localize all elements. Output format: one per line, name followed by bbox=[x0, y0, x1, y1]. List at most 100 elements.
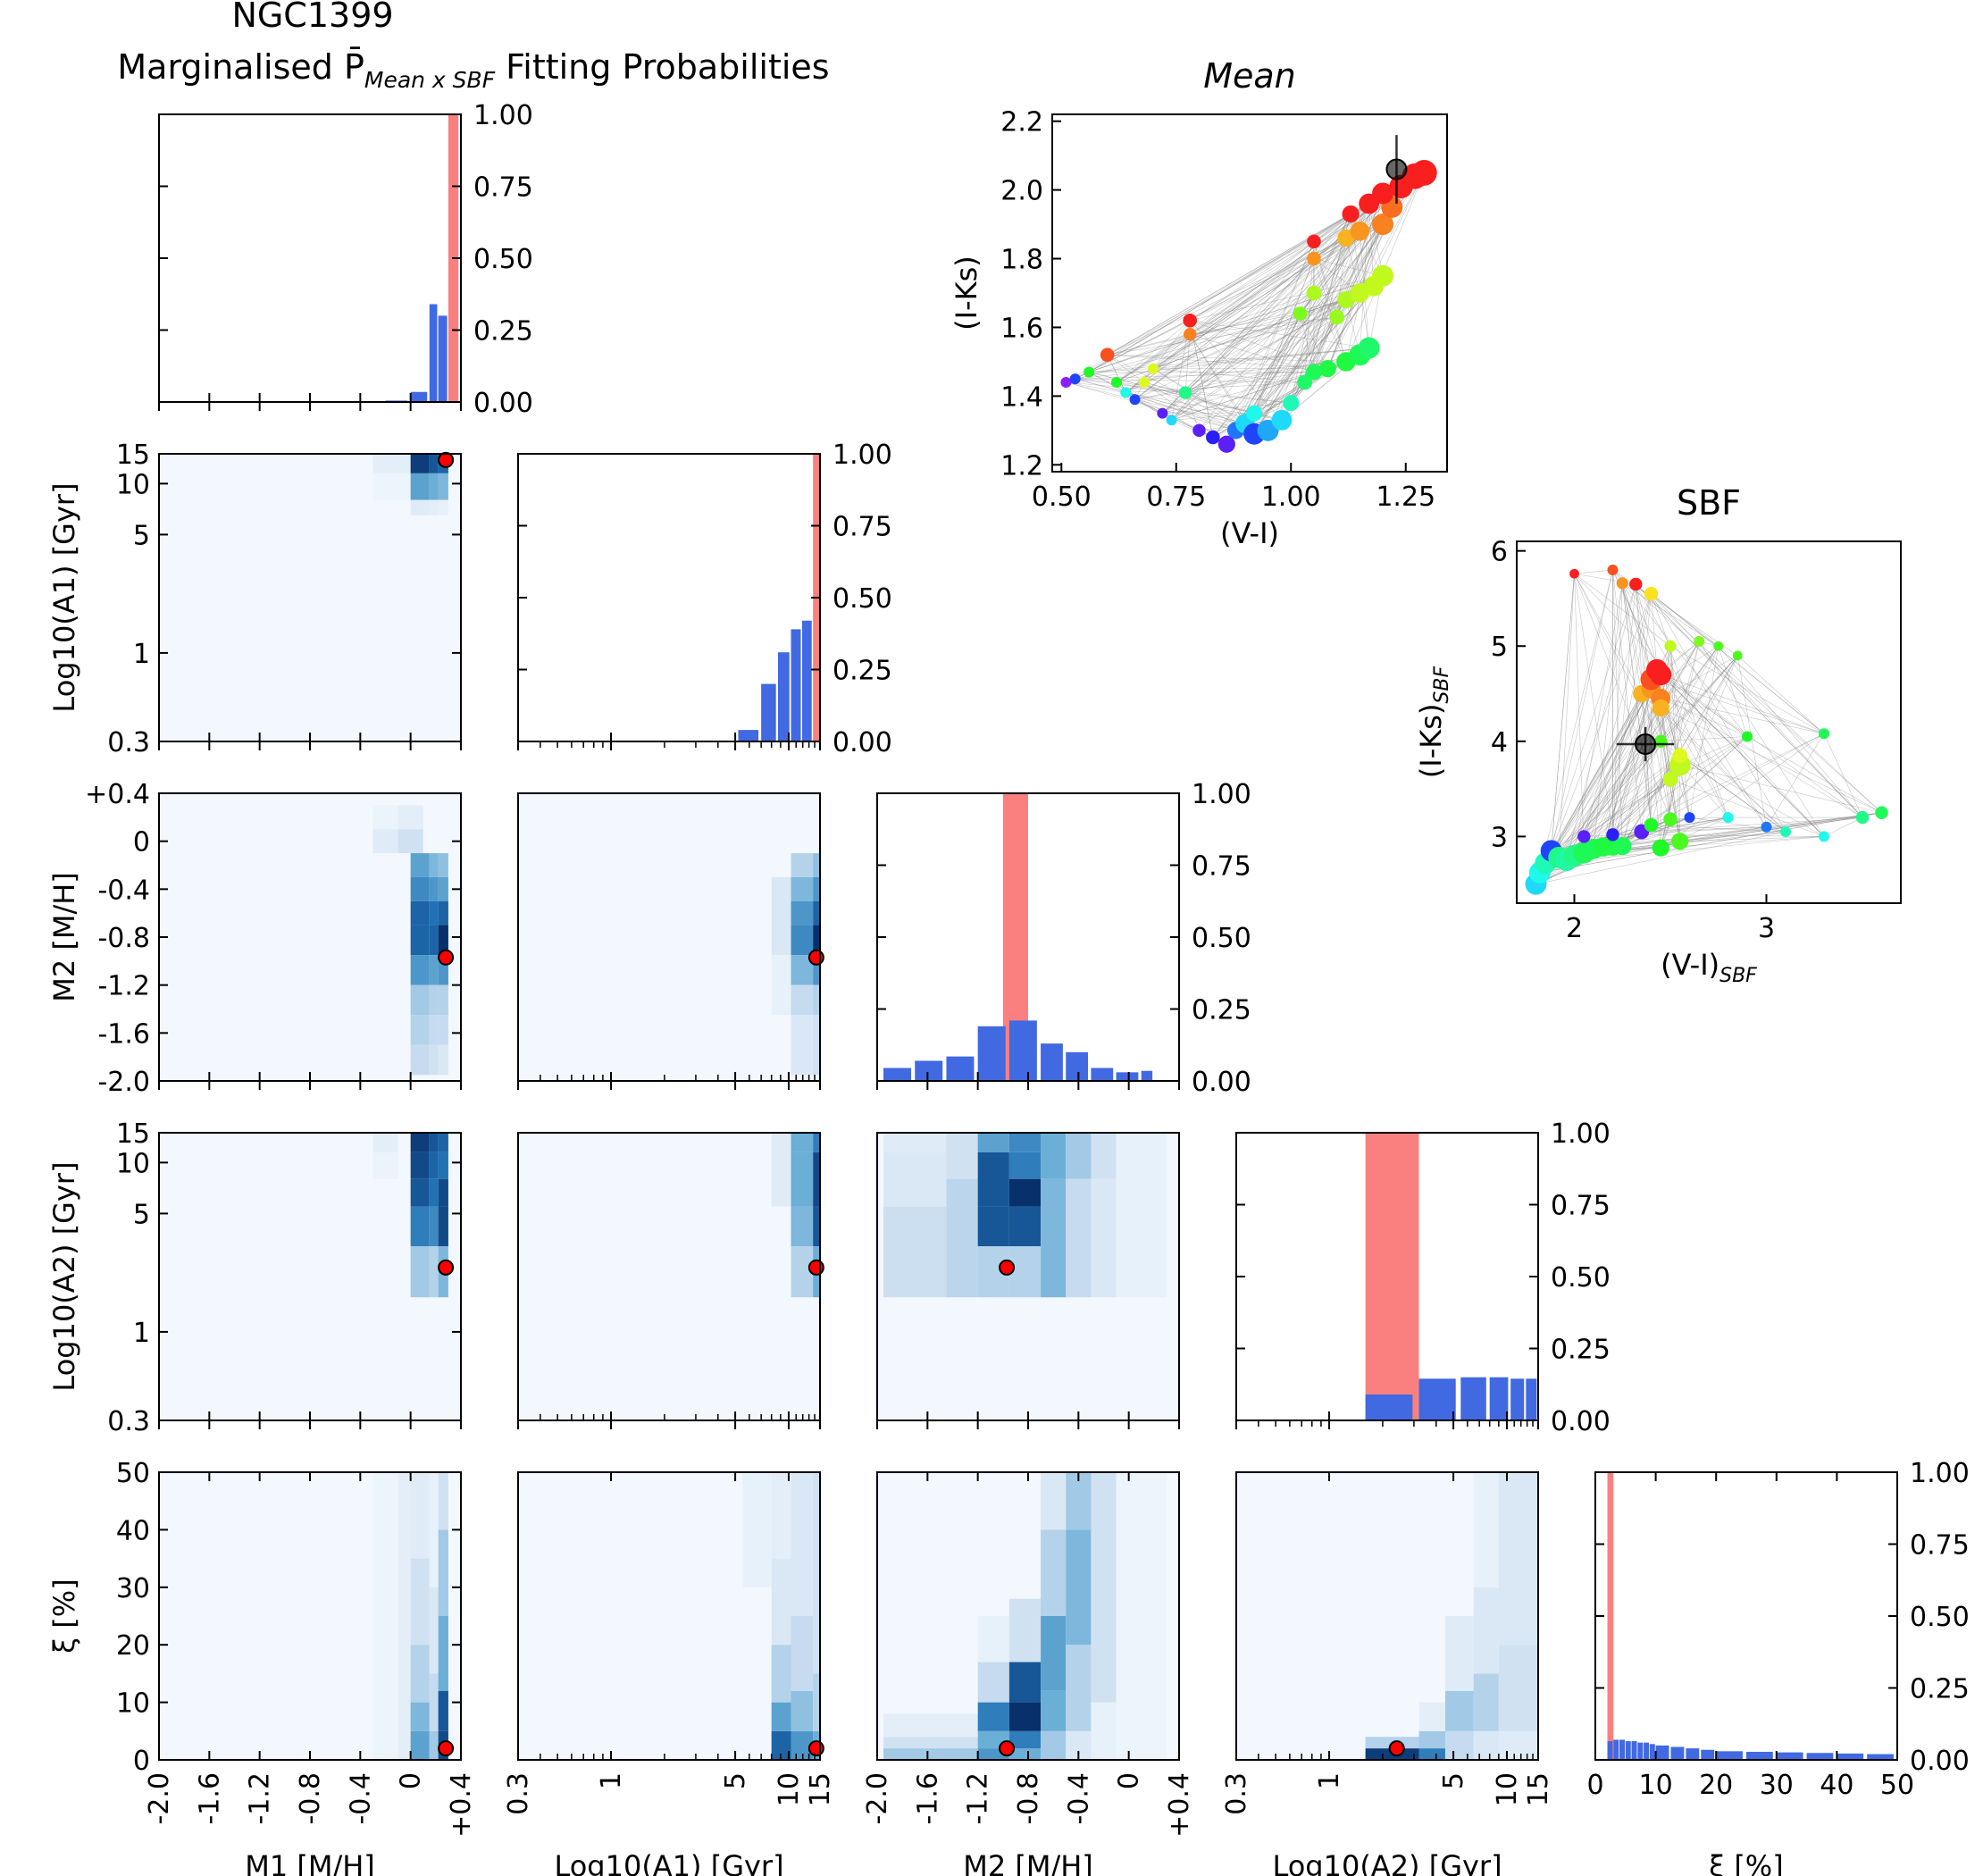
model-track-line bbox=[1184, 392, 1200, 431]
x-tick-label: -1.6 bbox=[194, 1772, 225, 1825]
model-point bbox=[1742, 731, 1753, 742]
x-axis-label: Log10(A1) [Gyr] bbox=[554, 1849, 783, 1876]
model-point bbox=[1855, 810, 1870, 825]
heatmap-cell bbox=[771, 876, 791, 956]
model-track-line bbox=[1290, 238, 1347, 404]
y-axis-label-sub: SBF bbox=[1431, 666, 1453, 703]
heatmap-cell bbox=[946, 1133, 978, 1179]
heatmap-cell bbox=[438, 1529, 448, 1616]
axes-frame bbox=[1235, 1471, 1539, 1761]
model-track-line bbox=[1190, 316, 1337, 335]
model-track-line bbox=[1125, 381, 1305, 393]
y-axis-label: M2 [M/H] bbox=[47, 872, 81, 1002]
y-tick-label: 0.3 bbox=[107, 727, 150, 758]
model-track-line bbox=[1622, 812, 1882, 847]
heatmap-cell bbox=[1066, 1178, 1092, 1298]
y-tick-label: 3 bbox=[1491, 822, 1508, 853]
axes-frame bbox=[517, 792, 821, 1082]
heatmap-cell bbox=[1473, 1673, 1499, 1731]
model-track-line bbox=[1669, 646, 1681, 766]
heatmap-cell bbox=[438, 1616, 448, 1691]
model-track-line bbox=[1574, 574, 1661, 741]
histogram-bar bbox=[1867, 1754, 1894, 1760]
model-track-line bbox=[1612, 583, 1636, 835]
heatmap-cell bbox=[410, 1645, 430, 1703]
best-fit-marker bbox=[438, 949, 455, 966]
heatmap-cell bbox=[1008, 1246, 1042, 1298]
model-track-line bbox=[1368, 203, 1384, 276]
heatmap-cell bbox=[1418, 1748, 1445, 1760]
y-tick-label: +0.4 bbox=[85, 779, 150, 810]
model-track-line bbox=[1737, 655, 1825, 734]
model-track-line bbox=[1171, 214, 1351, 421]
model-track-line bbox=[1551, 593, 1652, 851]
model-track-line bbox=[1545, 655, 1738, 864]
x-tick-label: +0.4 bbox=[446, 1772, 477, 1838]
heatmap-cell bbox=[1444, 1616, 1474, 1691]
model-track-line bbox=[1300, 314, 1315, 373]
model-track-line bbox=[1143, 381, 1236, 431]
x-axis-label: Log10(A2) [Gyr] bbox=[1272, 1849, 1502, 1876]
model-track-line bbox=[1253, 258, 1315, 414]
model-point bbox=[1246, 405, 1263, 422]
heatmap-cell bbox=[791, 925, 814, 956]
heatmap-cell bbox=[438, 853, 448, 877]
model-track-line bbox=[1235, 214, 1351, 431]
heatmap-cell bbox=[438, 955, 448, 985]
heatmap-cell bbox=[883, 1713, 978, 1738]
histogram-bar bbox=[1670, 1746, 1685, 1760]
model-point bbox=[1569, 568, 1579, 579]
histogram-bar bbox=[410, 391, 428, 402]
model-track-line bbox=[1143, 203, 1369, 383]
model-track-line bbox=[1622, 582, 1719, 647]
model-point bbox=[1306, 285, 1322, 301]
model-track-line bbox=[1171, 413, 1255, 421]
y-tick-label: 0.00 bbox=[833, 727, 892, 758]
model-track-line bbox=[1153, 368, 1305, 383]
heatmap-cell bbox=[1041, 1472, 1067, 1530]
y-axis-label: (I-Ks) bbox=[950, 255, 983, 331]
y-axis-label: ξ [%] bbox=[47, 1579, 81, 1653]
heatmap-cell bbox=[771, 1702, 791, 1731]
model-point bbox=[1183, 327, 1197, 341]
model-track-line bbox=[1602, 679, 1652, 848]
heatmap-cell bbox=[410, 955, 430, 985]
model-track-line bbox=[1641, 826, 1767, 833]
model-point bbox=[1358, 337, 1380, 359]
model-track-line bbox=[1162, 372, 1315, 414]
model-point bbox=[1192, 423, 1206, 438]
y-tick-label: 1 bbox=[133, 639, 150, 670]
model-track-line bbox=[1636, 583, 1661, 849]
heatmap-cell bbox=[410, 1702, 430, 1731]
model-point bbox=[1671, 833, 1689, 850]
model-track-line bbox=[1551, 755, 1680, 851]
heatmap-m2-vs-m1: -2.0 -1.6 -1.2 -0.8 -0.4 0 +0.4 M2 [M/H] bbox=[47, 779, 462, 1098]
model-point bbox=[1350, 221, 1370, 241]
heatmap-a2-vs-a1 bbox=[517, 1132, 824, 1429]
model-track-line bbox=[1641, 693, 1786, 833]
x-tick-label: 20 bbox=[1699, 1770, 1733, 1801]
model-track-line bbox=[1823, 817, 1863, 837]
model-track-line bbox=[1559, 574, 1575, 858]
model-track-line bbox=[1602, 593, 1652, 848]
model-track-line bbox=[1134, 368, 1328, 400]
model-track-line bbox=[1107, 241, 1315, 356]
model-track-line bbox=[1235, 241, 1315, 431]
histogram-bar bbox=[1776, 1752, 1803, 1760]
best-fit-marker bbox=[999, 1259, 1016, 1276]
model-track-line bbox=[1152, 320, 1191, 369]
heatmap-cell bbox=[1498, 1730, 1538, 1760]
model-track-line bbox=[1651, 593, 1825, 734]
model-track-line bbox=[1574, 582, 1623, 856]
model-track-line bbox=[1574, 574, 1643, 694]
y-tick-label: 0.00 bbox=[473, 388, 533, 419]
heatmap-cell bbox=[1444, 1690, 1474, 1731]
histogram-bar bbox=[1631, 1741, 1637, 1760]
observed-point bbox=[1635, 733, 1657, 756]
y-tick-label: 0.00 bbox=[1910, 1746, 1970, 1777]
model-track-line bbox=[1171, 316, 1337, 421]
x-tick-label: 1.25 bbox=[1376, 482, 1435, 513]
model-track-line bbox=[1107, 316, 1337, 356]
